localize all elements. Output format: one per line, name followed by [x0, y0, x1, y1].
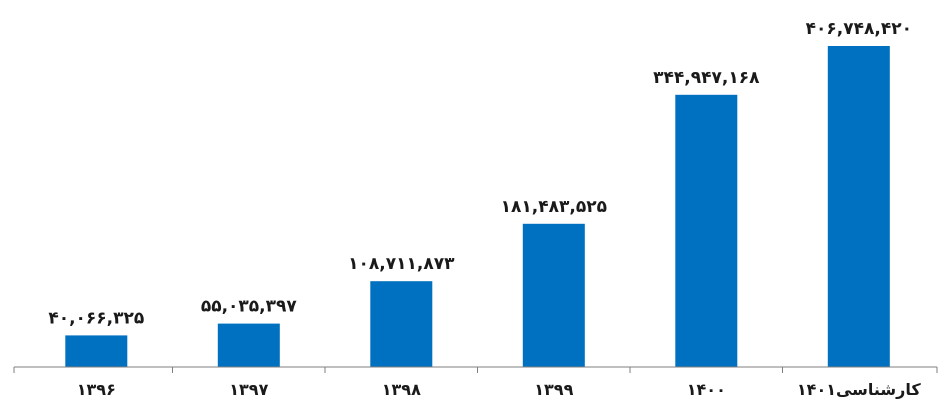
- bar: [675, 94, 738, 368]
- bar-value-label: ۱۸۱,۴۸۳,۵۲۵: [501, 197, 607, 217]
- category-label: ۱۳۹۹: [534, 380, 573, 399]
- bar: [827, 46, 890, 367]
- bar-value-label: ۴۰۶,۷۴۸,۴۲۰: [806, 19, 912, 39]
- category-label: ۱۳۹۶: [77, 380, 116, 399]
- bar: [370, 281, 433, 367]
- bar: [217, 323, 280, 367]
- category-labels-group: ۱۳۹۶ ۱۳۹۷ ۱۳۹۸ ۱۳۹۹ ۱۴۰۰ کارشناسی۱۴۰۱: [77, 380, 922, 399]
- bar-value-label: ۵۵,۰۳۵,۳۹۷: [201, 297, 298, 317]
- bar: [65, 335, 128, 367]
- value-labels-group: ۴۰,۰۶۶,۳۲۵ ۵۵,۰۳۵,۳۹۷ ۱۰۸,۷۱۱,۸۷۳ ۱۸۱,۴۸۳,۵…: [48, 19, 912, 328]
- bar-value-label: ۴۰,۰۶۶,۳۲۵: [48, 308, 144, 328]
- category-label: ۱۳۹۷: [229, 380, 268, 399]
- bars-group: [65, 46, 890, 368]
- bar-value-label: ۳۴۴,۹۴۷,۱۶۸: [653, 68, 760, 88]
- bar-value-label: ۱۰۸,۷۱۱,۸۷۳: [348, 254, 455, 274]
- category-label: ۱۴۰۰: [687, 380, 726, 399]
- category-label: کارشناسی۱۴۰۱: [797, 380, 921, 399]
- category-label: ۱۳۹۸: [382, 380, 421, 399]
- bar: [522, 223, 585, 367]
- x-axis: [13, 366, 938, 373]
